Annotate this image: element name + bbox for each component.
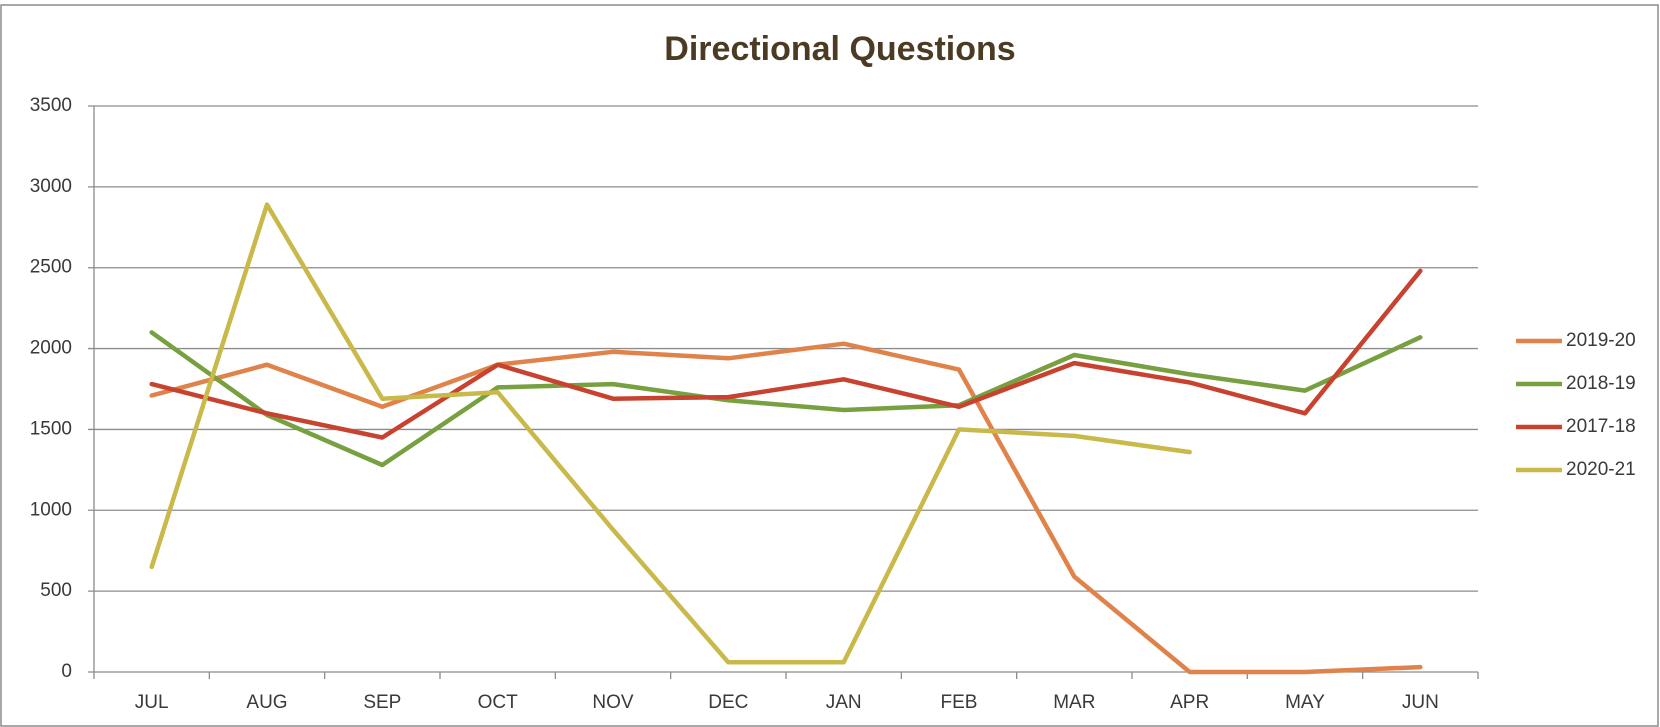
y-tick-label: 2500 (30, 257, 72, 278)
y-tick-label: 2000 (30, 338, 72, 359)
x-tick-label: AUG (246, 692, 287, 713)
x-tick-label: MAR (1053, 692, 1095, 713)
legend-label: 2020-21 (1566, 459, 1636, 480)
legend-label: 2018-19 (1566, 373, 1636, 394)
y-tick-label: 3000 (30, 176, 72, 197)
x-tick-label: APR (1170, 692, 1209, 713)
x-tick-label: DEC (708, 692, 748, 713)
y-tick-label: 500 (40, 580, 72, 601)
x-tick-label: NOV (592, 692, 634, 713)
y-tick-label: 0 (61, 661, 72, 682)
x-tick-label: OCT (478, 692, 519, 713)
series-line (149, 268, 1423, 440)
x-tick-label: JAN (826, 692, 862, 713)
x-tick-label: MAY (1285, 692, 1325, 713)
y-tick-label: 3500 (30, 95, 72, 116)
series-line (149, 330, 1423, 468)
legend-label: 2019-20 (1566, 330, 1636, 351)
x-tick-label: JUL (135, 692, 169, 713)
x-tick-label: SEP (363, 692, 401, 713)
series-line (149, 341, 1423, 675)
legend-label: 2017-18 (1566, 416, 1636, 437)
y-tick-label: 1500 (30, 418, 72, 439)
chart-title: Directional Questions (664, 30, 1015, 68)
x-tick-label: JUN (1402, 692, 1439, 713)
chart-frame (0, 4, 1659, 727)
series-line (149, 202, 1192, 665)
x-tick-label: FEB (941, 692, 978, 713)
y-tick-label: 1000 (30, 499, 72, 520)
